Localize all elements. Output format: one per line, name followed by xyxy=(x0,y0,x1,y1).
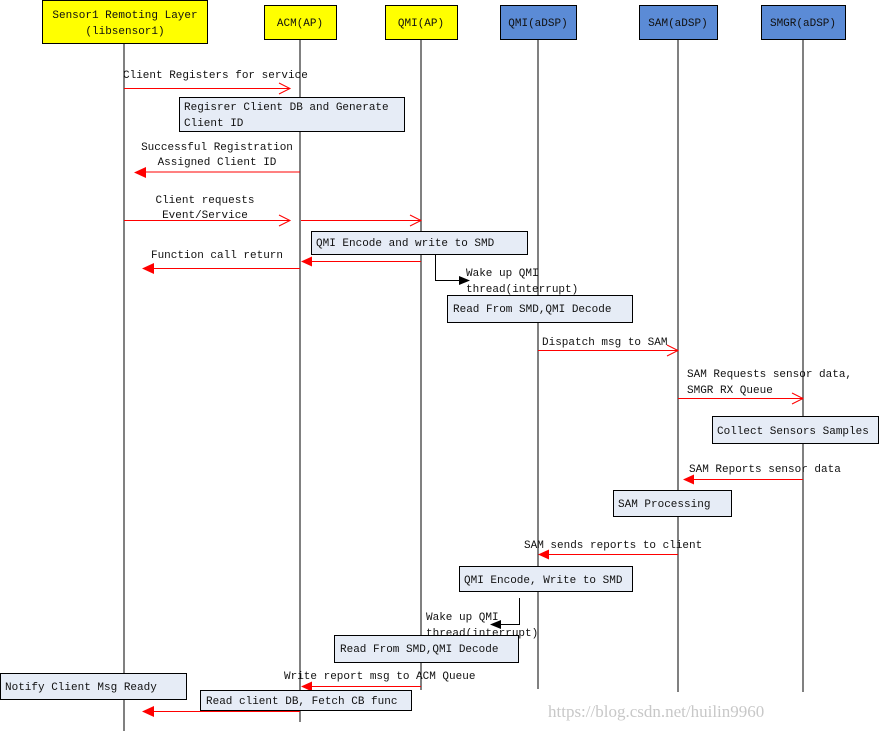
message-label: Successful Registration xyxy=(141,142,293,154)
open-arrow-icon xyxy=(409,214,423,227)
filled-arrow-icon xyxy=(134,167,146,178)
message-label: Wake up QMI xyxy=(426,612,499,624)
note-qmi-encode-write-2: QMI Encode, Write to SMD xyxy=(459,566,633,592)
participant-label: QMI(aDSP) xyxy=(508,18,567,30)
filled-arrow-icon xyxy=(683,474,694,485)
note-collect-samples: Collect Sensors Samples xyxy=(712,416,879,444)
participant-label: SMGR(aDSP) xyxy=(770,18,836,30)
participant-qmi-ap: QMI(AP) xyxy=(385,5,458,40)
note-register-db: Regisrer Client DB and Generate Client I… xyxy=(179,97,405,132)
note-text: Regisrer Client DB and Generate xyxy=(184,102,389,114)
participant-label: QMI(AP) xyxy=(398,18,444,30)
open-arrow-icon xyxy=(278,214,292,227)
message-function-call-return: Function call return xyxy=(142,250,300,274)
message-label: SAM Requests sensor data, xyxy=(687,369,852,381)
note-text: SAM Processing xyxy=(618,499,710,511)
note-read-smd-2: Read From SMD,QMI Decode xyxy=(334,635,519,663)
open-arrow-icon xyxy=(791,392,805,405)
note-qmi-encode-write: QMI Encode and write to SMD xyxy=(311,231,528,255)
message-label: Dispatch msg to SAM xyxy=(542,337,667,349)
message-client-registers: Client Registers for service xyxy=(123,70,308,95)
message-label: Event/Service xyxy=(162,210,248,222)
filled-arrow-icon xyxy=(301,681,312,692)
participant-label: SAM(aDSP) xyxy=(648,18,707,30)
message-sam-reports: SAM Reports sensor data xyxy=(683,464,841,485)
message-wake-up-qmi-1: Wake up QMI thread(interrupt) xyxy=(435,255,578,296)
participant-smgr-adsp: SMGR(aDSP) xyxy=(761,5,846,40)
note-text: Collect Sensors Samples xyxy=(717,426,869,438)
participant-qmi-adsp: QMI(aDSP) xyxy=(500,5,577,40)
filled-arrow-icon xyxy=(142,706,154,717)
message-callback-return xyxy=(142,706,300,717)
note-text: Client ID xyxy=(184,118,244,130)
participant-label: Sensor1 Remoting Layer xyxy=(52,10,197,22)
note-text: Read From SMD,QMI Decode xyxy=(453,304,611,316)
message-label: Wake up QMI xyxy=(466,268,539,280)
participant-label: ACM(AP) xyxy=(277,18,323,30)
note-notify-client: Notify Client Msg Ready xyxy=(0,673,187,700)
note-text: Read client DB, Fetch CB func xyxy=(206,696,397,708)
participant-sensor1: Sensor1 Remoting Layer (libsensor1) xyxy=(42,0,208,44)
message-label: SAM sends reports to client xyxy=(524,540,702,552)
message-label: SMGR RX Queue xyxy=(687,385,773,397)
note-text: QMI Encode and write to SMD xyxy=(316,238,495,250)
participant-acm-ap: ACM(AP) xyxy=(264,5,337,40)
message-label: Function call return xyxy=(151,250,283,262)
note-text: QMI Encode, Write to SMD xyxy=(464,575,623,587)
filled-arrow-icon xyxy=(142,263,154,274)
filled-arrow-icon xyxy=(459,276,470,285)
message-label: Client Registers for service xyxy=(123,70,308,82)
message-wake-up-qmi-2: Wake up QMI thread(interrupt) xyxy=(426,598,538,640)
filled-arrow-icon xyxy=(538,549,549,560)
note-read-smd-1: Read From SMD,QMI Decode xyxy=(447,295,633,323)
participant-sublabel: (libsensor1) xyxy=(85,26,164,38)
message-qmi-return xyxy=(301,256,421,267)
watermark: https://blog.csdn.net/huilin9960 xyxy=(548,702,764,721)
message-dispatch: Dispatch msg to SAM xyxy=(538,337,680,357)
participant-sam-adsp: SAM(aDSP) xyxy=(639,5,718,40)
message-sam-sends: SAM sends reports to client xyxy=(524,540,702,560)
filled-arrow-icon xyxy=(301,256,312,267)
note-sam-processing: SAM Processing xyxy=(613,490,732,517)
open-arrow-icon xyxy=(666,344,680,357)
note-text: Notify Client Msg Ready xyxy=(5,682,157,694)
message-label: Write report msg to ACM Queue xyxy=(284,671,475,683)
message-write-report: Write report msg to ACM Queue xyxy=(284,671,475,692)
filled-arrow-icon xyxy=(490,620,501,629)
message-client-requests: Client requests Event/Service xyxy=(124,195,423,227)
message-successful-registration: Successful Registration Assigned Client … xyxy=(134,142,300,178)
note-text: Read From SMD,QMI Decode xyxy=(340,644,498,656)
open-arrow-icon xyxy=(278,82,292,95)
message-label: SAM Reports sensor data xyxy=(689,464,841,476)
message-label: Assigned Client ID xyxy=(158,157,277,169)
note-read-client-db: Read client DB, Fetch CB func xyxy=(200,690,412,711)
message-label: Client requests xyxy=(155,195,254,207)
message-sam-requests: SAM Requests sensor data, SMGR RX Queue xyxy=(678,369,852,405)
message-label: thread(interrupt) xyxy=(466,284,578,296)
